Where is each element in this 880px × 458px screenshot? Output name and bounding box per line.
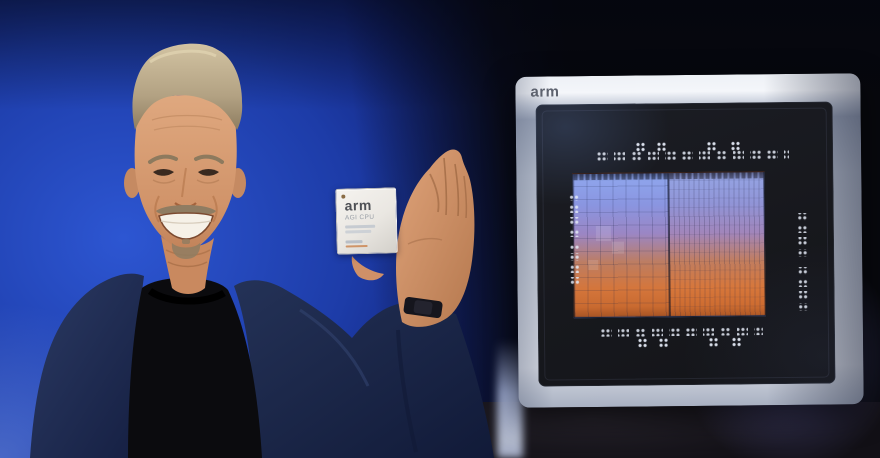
dot-cluster — [706, 141, 717, 151]
die-right-half — [668, 172, 765, 317]
presenter — [30, 43, 494, 458]
finger-line-2 — [454, 163, 460, 217]
left-eye — [153, 169, 174, 176]
dot-cluster — [732, 337, 742, 347]
smile-crease-right — [212, 195, 218, 223]
wristwatch — [403, 296, 443, 319]
mustache — [156, 205, 216, 215]
finger-line-3 — [463, 175, 468, 219]
dot-cluster — [659, 338, 669, 348]
forehead-line — [151, 114, 223, 121]
presenter-jacket-left — [30, 273, 144, 458]
dot-cluster — [638, 338, 648, 348]
forehead-line-2 — [153, 125, 221, 131]
dots-right-column — [797, 210, 809, 257]
sleeve-shadow — [396, 329, 418, 453]
held-chip-model: AGI CPU — [344, 213, 375, 222]
dot-cluster — [635, 142, 646, 152]
tshirt-collar — [147, 288, 226, 305]
left-eyebrow — [148, 154, 178, 164]
neck-crease — [167, 261, 208, 268]
palm-crease — [407, 237, 443, 245]
hair-highlight — [149, 49, 217, 64]
soul-patch — [182, 239, 190, 244]
finger-line-1 — [443, 157, 448, 216]
dot-cluster — [730, 141, 741, 151]
chip-die — [572, 171, 766, 319]
right-eyebrow — [194, 154, 224, 164]
die-block — [588, 259, 599, 271]
index-knuckle — [429, 173, 440, 213]
presenter-tshirt — [128, 277, 262, 458]
dot-cluster — [709, 337, 719, 347]
die-block — [612, 241, 625, 254]
dots-right-column — [798, 264, 809, 311]
held-chip-text-bar — [345, 240, 363, 244]
presenter-smile — [158, 212, 214, 240]
held-chip-text-bar — [345, 224, 376, 229]
left-eye-crease — [152, 179, 176, 184]
teeth-line — [160, 220, 212, 224]
die-block — [595, 225, 611, 241]
dot-cluster — [656, 142, 667, 152]
presenter-hair — [132, 43, 243, 130]
held-chip-logo: arm — [344, 196, 372, 214]
right-eye — [198, 169, 219, 176]
held-chip-text-bar-orange — [345, 244, 368, 248]
dots-bottom-row — [600, 327, 763, 337]
dots-left-column — [570, 245, 580, 286]
smile-crease-left — [154, 195, 160, 223]
thumb — [351, 256, 384, 281]
dots-left-column — [569, 195, 579, 238]
chin-beard — [171, 243, 201, 259]
nose — [181, 167, 187, 198]
chip-display: arm — [515, 73, 864, 408]
held-chip: arm AGI CPU — [335, 187, 398, 255]
right-eye-crease — [196, 179, 220, 184]
sleeve-fold — [299, 308, 370, 387]
held-chip-text-bar — [345, 229, 372, 234]
die-left-half — [573, 173, 670, 318]
